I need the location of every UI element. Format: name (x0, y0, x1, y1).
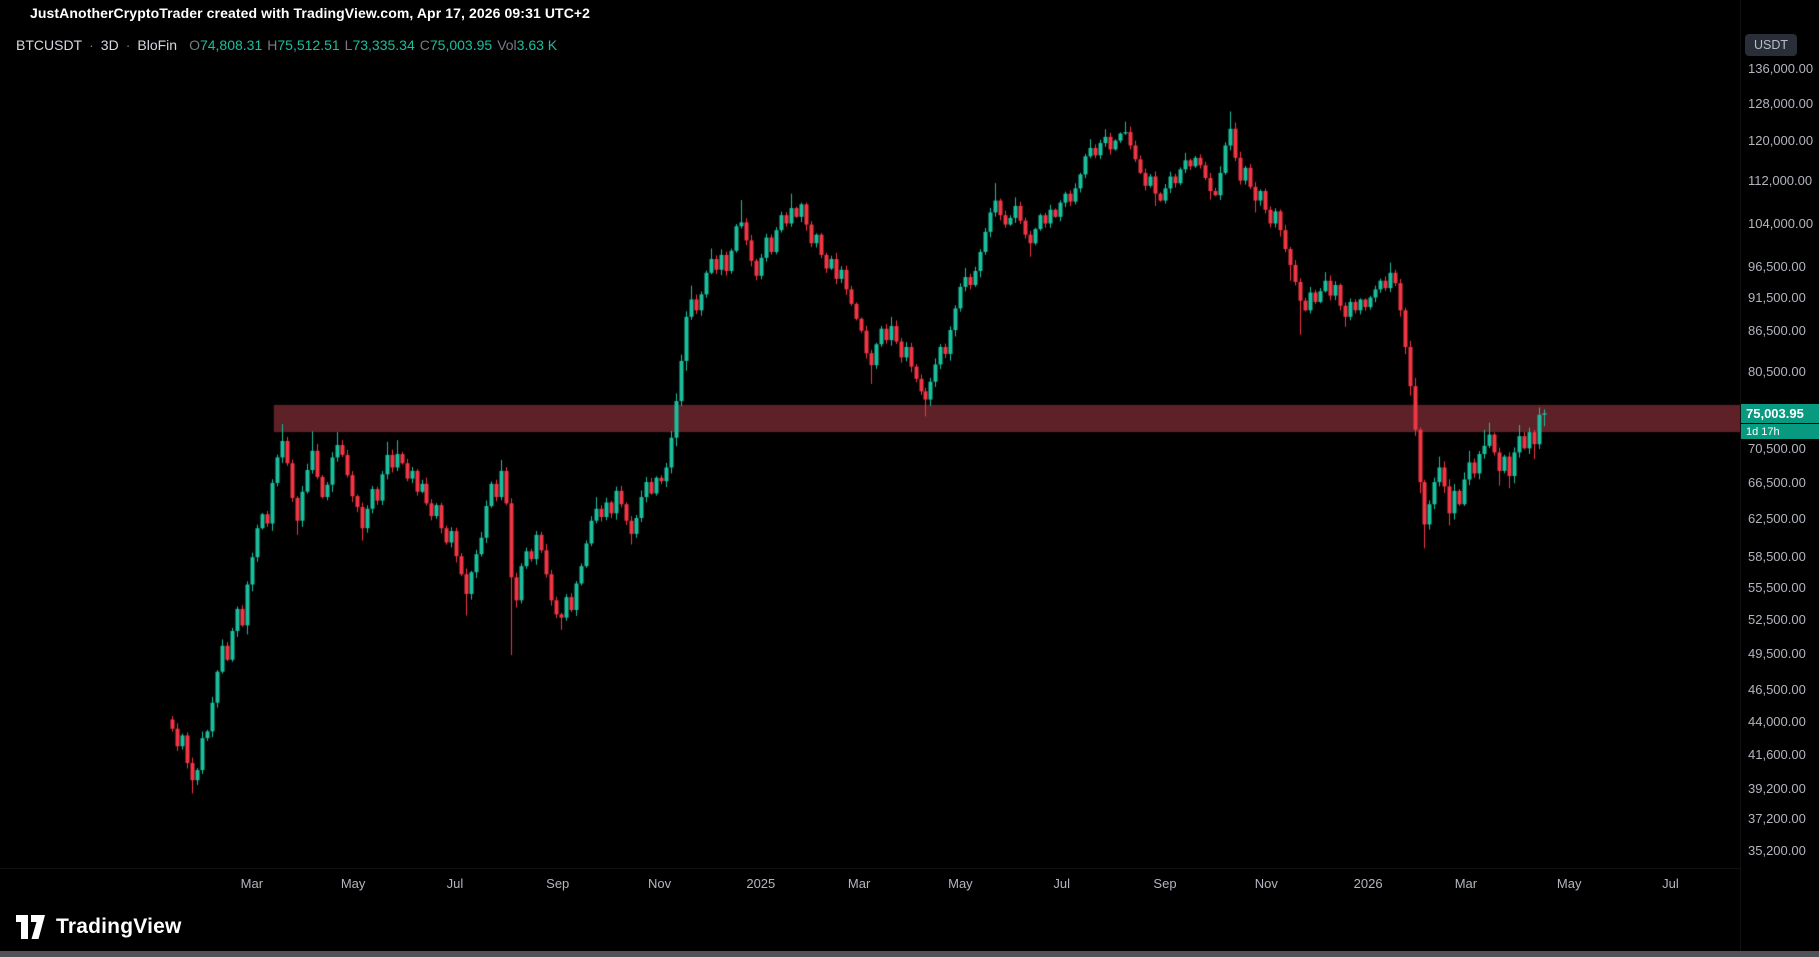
time-tick-label: May (1556, 876, 1582, 891)
interval-label[interactable]: 3D (100, 37, 119, 53)
legend-separator: · (125, 37, 131, 53)
time-tick-label: Mar (847, 876, 871, 891)
time-tick-label: Mar (1454, 876, 1478, 891)
time-tick-label: Jul (446, 876, 464, 891)
time-tick-label: 2026 (1353, 876, 1383, 891)
time-tick-label: Mar (240, 876, 264, 891)
ohlc-low-value: 73,335.34 (352, 37, 415, 53)
price-tick-label: 136,000.00 (1748, 60, 1814, 76)
ohlc-open: O74,808.31 (189, 37, 262, 53)
ohlc-low-label: L (344, 37, 353, 53)
currency-toggle-button[interactable]: USDT (1745, 34, 1797, 56)
legend-separator: · (89, 37, 94, 53)
time-tick-label: 2025 (746, 876, 776, 891)
tradingview-logo-icon (16, 915, 45, 939)
ohlc-low: L73,335.34 (345, 37, 415, 53)
ohlc-high-value: 75,512.51 (277, 37, 340, 53)
tradingview-branding[interactable]: TradingView (16, 910, 182, 944)
price-tick-label: 52,500.00 (1748, 611, 1806, 627)
price-tick-label: 91,500.00 (1748, 290, 1806, 306)
volume-value: 3.63 K (516, 37, 558, 53)
ohlc-close-value: 75,003.95 (429, 37, 493, 53)
price-tick-label: 46,500.00 (1748, 682, 1806, 698)
price-axis[interactable]: USDT 75,003.95 1d 17h 136,000.00 128,000.… (1740, 0, 1819, 957)
price-tick-label: 39,200.00 (1748, 780, 1806, 796)
price-tick-label: 86,500.00 (1748, 322, 1806, 338)
time-tick-label: Sep (546, 876, 570, 891)
ohlc-open-value: 74,808.31 (199, 37, 263, 53)
price-tick-label: 120,000.00 (1748, 133, 1814, 149)
ohlc-close: C75,003.95 (420, 37, 492, 53)
price-tick-label: 41,600.00 (1748, 746, 1806, 762)
price-tick-label: 62,500.00 (1748, 510, 1806, 526)
ohlc-open-label: O (189, 37, 200, 53)
attribution-text: JustAnotherCryptoTrader created with Tra… (30, 5, 591, 21)
price-tick-label: 37,200.00 (1748, 811, 1806, 827)
time-tick-label: Nov (1254, 876, 1278, 891)
price-tick-label: 58,500.00 (1748, 549, 1806, 565)
price-tick-label: 112,000.00 (1748, 173, 1813, 189)
time-tick-label: Jul (1662, 876, 1679, 891)
bar-countdown: 1d 17h (1741, 424, 1819, 440)
price-tick-label: 104,000.00 (1748, 216, 1814, 232)
price-tick-label: 128,000.00 (1748, 95, 1814, 111)
window-edge (0, 951, 1819, 957)
attribution-bar: JustAnotherCryptoTrader created with Tra… (0, 0, 1819, 26)
time-tick-label: Jul (1053, 876, 1071, 891)
tradingview-logo-text: TradingView (56, 915, 182, 938)
time-tick-label: May (948, 876, 973, 891)
price-tick-label: 96,500.00 (1748, 259, 1806, 275)
time-tick-label: Nov (647, 876, 672, 891)
price-tick-label: 35,200.00 (1748, 843, 1806, 859)
price-tick-label: 66,500.00 (1748, 474, 1806, 490)
exchange-name[interactable]: BloFin (137, 37, 178, 53)
time-tick-label: May (340, 876, 366, 891)
ohlc-high: H75,512.51 (267, 37, 339, 53)
symbol-name[interactable]: BTCUSDT (16, 37, 83, 53)
volume-label: Vol (497, 37, 517, 53)
chart-legend[interactable]: BTCUSDT · 3D · BloFin O74,808.31 H75,512… (16, 36, 557, 54)
price-tick-label: 80,500.00 (1748, 364, 1806, 380)
price-tick-label: 44,000.00 (1748, 714, 1806, 730)
time-axis[interactable]: Mar May Jul Sep Nov 2025 Mar May Jul Sep Nov 2026 Ma… (0, 868, 1740, 899)
time-tick-label: Sep (1153, 876, 1177, 891)
price-tick-label: 55,500.00 (1748, 579, 1806, 595)
price-tick-label: 49,500.00 (1748, 645, 1806, 661)
volume-readout: Vol3.63 K (497, 37, 557, 53)
ohlc-close-label: C (419, 37, 430, 53)
last-price-value: 75,003.95 (1741, 404, 1819, 424)
ohlc-high-label: H (267, 37, 278, 53)
price-tick-label: 70,500.00 (1748, 441, 1806, 457)
current-price-label: 75,003.95 1d 17h (1741, 404, 1819, 440)
